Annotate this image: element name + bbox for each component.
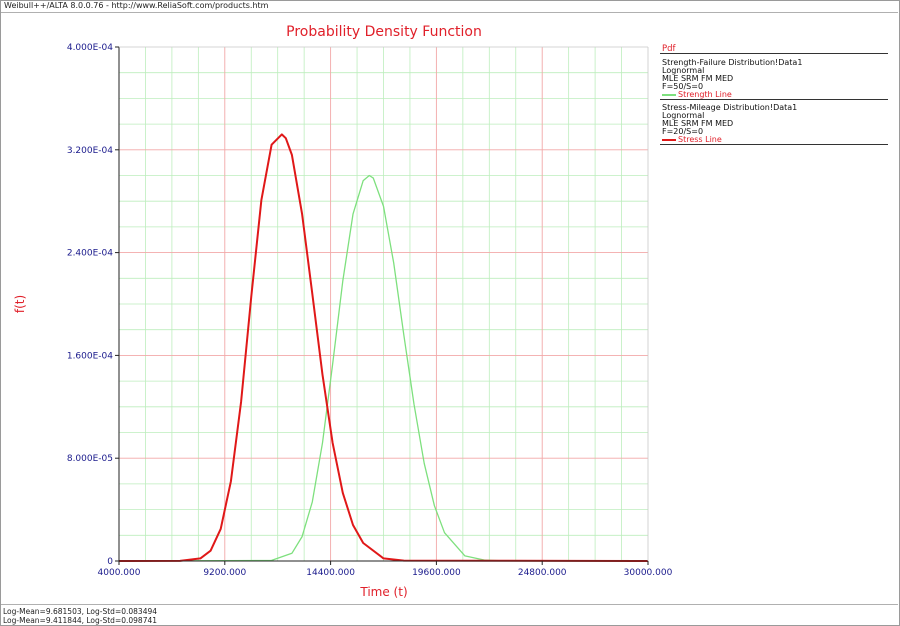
legend-divider: [660, 53, 888, 54]
legend-group-1-line-1: Lognormal: [662, 66, 705, 75]
title-bar-divider: [1, 12, 898, 13]
legend-label-stress: Stress Line: [678, 135, 722, 144]
legend-divider: [660, 144, 888, 145]
legend-group-1-name: Strength-Failure Distribution!Data1: [662, 58, 803, 67]
legend-group-2-line-3: F=20/S=0: [662, 127, 704, 136]
legend-group-1-line-2: MLE SRM FM MED: [662, 74, 734, 83]
legend-panel: Pdf Strength-Failure Distribution!Data1 …: [656, 42, 888, 152]
y-tick-label: 3.200E-04: [67, 146, 113, 156]
x-tick-label: 9200.000: [203, 568, 246, 578]
legend-title: Pdf: [662, 44, 676, 54]
legend-label-strength: Strength Line: [678, 90, 732, 99]
y-tick-label: 1.600E-04: [67, 351, 113, 361]
x-tick-labels: 4000.000 9200.000 14400.000 19600.000 24800.…: [98, 568, 673, 578]
major-gridlines: [119, 47, 648, 561]
footer-divider: [1, 604, 898, 605]
legend-swatch-stress: [662, 139, 676, 141]
plot-axes: [115, 46, 649, 565]
x-axis-label: Time (t): [359, 585, 407, 599]
footer-stat-line-2: Log-Mean=9.411844, Log-Std=0.098741: [3, 616, 158, 625]
x-tick-label: 19600.000: [412, 568, 461, 578]
y-axis-label: f(t): [13, 295, 27, 313]
series-line-strength: [118, 174, 649, 562]
chart-title: Probability Density Function: [286, 24, 482, 40]
x-tick-label: 30000.000: [624, 568, 673, 578]
y-tick-labels: 0 8.000E-05 1.600E-04 2.400E-04 3.200E-04 4.0…: [67, 43, 113, 567]
legend-group-2-name: Stress-Mileage Distribution!Data1: [662, 103, 798, 112]
legend-swatch-strength: [662, 94, 676, 96]
legend-divider: [660, 99, 888, 100]
legend-group-1-line-3: F=50/S=0: [662, 82, 704, 91]
series-line-stress: [118, 133, 649, 562]
y-tick-label: 2.400E-04: [67, 249, 113, 259]
series-layer: [118, 133, 649, 562]
y-tick-label: 0: [107, 557, 113, 567]
legend-group-2-line-2: MLE SRM FM MED: [662, 119, 734, 128]
y-tick-label: 4.000E-04: [67, 43, 113, 53]
x-tick-label: 14400.000: [306, 568, 355, 578]
legend-group-2-line-1: Lognormal: [662, 111, 705, 120]
x-tick-label: 4000.000: [98, 568, 141, 578]
y-tick-label: 8.000E-05: [67, 454, 113, 464]
window-title-bar: Weibull++/ALTA 8.0.0.76 - http://www.Rel…: [4, 1, 269, 10]
x-tick-label: 24800.000: [518, 568, 567, 578]
footer-stat-line-1: Log-Mean=9.681503, Log-Std=0.083494: [3, 607, 158, 616]
minor-gridlines: [119, 47, 648, 561]
